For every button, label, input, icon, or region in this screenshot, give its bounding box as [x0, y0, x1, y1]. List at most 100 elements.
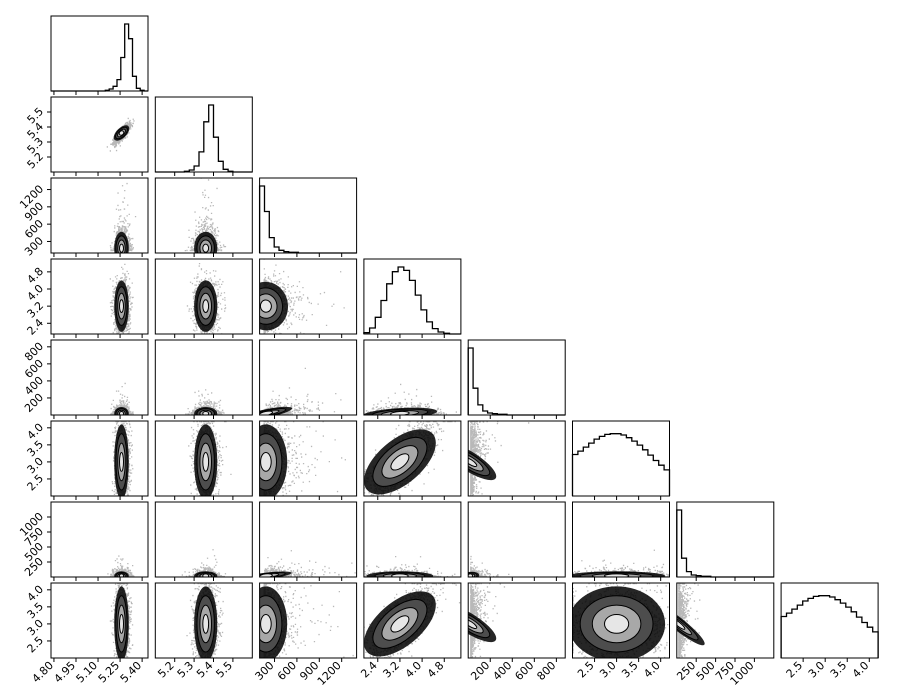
- density-panel-3-1: [154, 258, 253, 338]
- y-tick-label-7-3: 4.0: [25, 583, 47, 605]
- hist-panel-7: [780, 582, 879, 662]
- density-panel-7-5: [572, 582, 670, 662]
- density-panel-5-4: [467, 420, 566, 500]
- hist-panel-3: [363, 258, 462, 338]
- panel-frame-5-1: [154, 420, 253, 497]
- scatter-points-6-0: [107, 555, 135, 577]
- contour-5-2-3: [260, 452, 272, 472]
- density-panel-7-6: [676, 582, 775, 662]
- scatter-points-2-1: [184, 178, 227, 252]
- scatter-points-4-2: [263, 367, 342, 415]
- x-tick-label-7-2: 3.5: [828, 659, 850, 681]
- panel-frame-5-3: [363, 420, 462, 497]
- density-panel-2-0: [47, 177, 149, 257]
- density-panel-5-1: [154, 420, 253, 500]
- density-panel-7-1: [154, 582, 253, 662]
- x-tick-label-4-3: 800: [534, 659, 558, 683]
- density-panel-6-4: [467, 501, 566, 581]
- x-tick-label-1-2: 5.4: [194, 659, 216, 681]
- contour-4-0-3: [119, 411, 124, 415]
- x-tick-label-5-1: 3.0: [597, 659, 619, 681]
- histogram-step-6: [676, 509, 774, 578]
- x-tick-label-3-0: 2.4: [358, 659, 380, 681]
- x-tick-label-1-3: 5.5: [213, 659, 235, 681]
- density-panel-6-5: [572, 501, 670, 581]
- scatter-points-7-4: [470, 583, 506, 658]
- contour-3-1-3: [202, 299, 210, 314]
- histogram-step-1: [155, 104, 253, 173]
- scatter-points-6-4: [470, 555, 558, 577]
- density-panel-1-0: [47, 96, 149, 176]
- x-tick-label-3-3: 4.8: [425, 659, 447, 681]
- y-tick-label-5-0: 2.5: [25, 472, 47, 494]
- contour-5-3-3: [390, 453, 410, 471]
- density-panel-5-2: [259, 420, 358, 500]
- panel-frame-3-3: [363, 258, 462, 335]
- scatter-points-2-0: [109, 182, 137, 252]
- x-tick-label-4-1: 400: [490, 659, 514, 683]
- contour-7-5-3: [604, 614, 630, 634]
- x-tick-label-5-0: 2.5: [575, 659, 597, 681]
- density-panel-3-2: [259, 258, 358, 338]
- hist-panel-5: [571, 420, 671, 500]
- panel-frame-4-2: [259, 339, 358, 416]
- density-panel-7-3: [363, 582, 462, 662]
- x-tick-label-4-0: 200: [468, 659, 492, 683]
- contour-1-0-3: [118, 130, 125, 136]
- panel-frame-4-0: [50, 339, 149, 416]
- y-tick-label-1-3: 5.5: [25, 105, 47, 127]
- panel-frame-5-5: [572, 420, 670, 497]
- panel-frame-6-1: [154, 501, 253, 578]
- histogram-step-3: [363, 266, 461, 335]
- hist-panel-0: [50, 15, 149, 95]
- hist-panel-4: [467, 339, 566, 419]
- x-tick-label-0-0: 4.80: [30, 659, 57, 686]
- contour-7-0-3: [119, 614, 124, 634]
- panel-frame-1-1: [154, 96, 253, 173]
- contour-7-1-3: [202, 614, 210, 634]
- panel-frame-2-0: [50, 177, 149, 254]
- density-panel-6-3: [363, 501, 462, 581]
- contour-4-1-3: [202, 411, 210, 415]
- panel-frame-6-3: [363, 501, 462, 578]
- panel-frame-7-4: [467, 582, 566, 659]
- contour-5-0-3: [119, 452, 124, 472]
- density-panel-4-0: [47, 339, 149, 419]
- y-tick-label-5-1: 3.0: [25, 455, 47, 477]
- density-panel-4-2: [259, 339, 358, 419]
- contour-6-3-3: [391, 573, 409, 577]
- scatter-points-5-2: [263, 421, 346, 496]
- contour-3-0-3: [119, 299, 124, 314]
- contour-3-2-3: [259, 299, 272, 313]
- panel-frame-6-0: [50, 501, 149, 578]
- hist-panel-2: [258, 177, 358, 257]
- panel-frame-7-3: [363, 582, 462, 659]
- panel-frame-7-2: [259, 582, 358, 659]
- panel-frame-5-4: [467, 420, 566, 497]
- scatter-points-4-1: [185, 389, 225, 415]
- y-tick-label-3-1: 3.2: [25, 299, 47, 321]
- panel-frame-3-0: [50, 258, 149, 335]
- y-tick-label-3-0: 2.4: [25, 316, 47, 338]
- y-tick-label-4-3: 800: [22, 340, 46, 364]
- contour-7-2-3: [260, 614, 272, 634]
- contour-2-0-3: [119, 243, 124, 253]
- panel-frame-6-6: [676, 501, 775, 578]
- contour-6-1-3: [202, 573, 210, 577]
- panel-frame-3-2: [259, 258, 358, 335]
- contour-5-1-3: [202, 452, 210, 472]
- density-panel-2-1: [154, 177, 253, 257]
- panel-frame-7-6: [676, 582, 775, 659]
- panel-frame-7-7: [780, 582, 879, 659]
- density-panel-5-0: [47, 420, 149, 500]
- panel-frame-5-0: [50, 420, 149, 497]
- density-panel-5-3: [363, 420, 462, 500]
- x-tick-label-3-1: 3.2: [380, 659, 402, 681]
- panel-frame-0-0: [50, 15, 149, 92]
- x-tick-label-7-0: 2.5: [784, 659, 806, 681]
- x-tick-label-2-0: 300: [253, 659, 277, 683]
- scatter-points-7-6: [678, 583, 701, 658]
- x-tick-label-5-3: 4.0: [641, 659, 663, 681]
- density-panel-7-0: [47, 582, 149, 662]
